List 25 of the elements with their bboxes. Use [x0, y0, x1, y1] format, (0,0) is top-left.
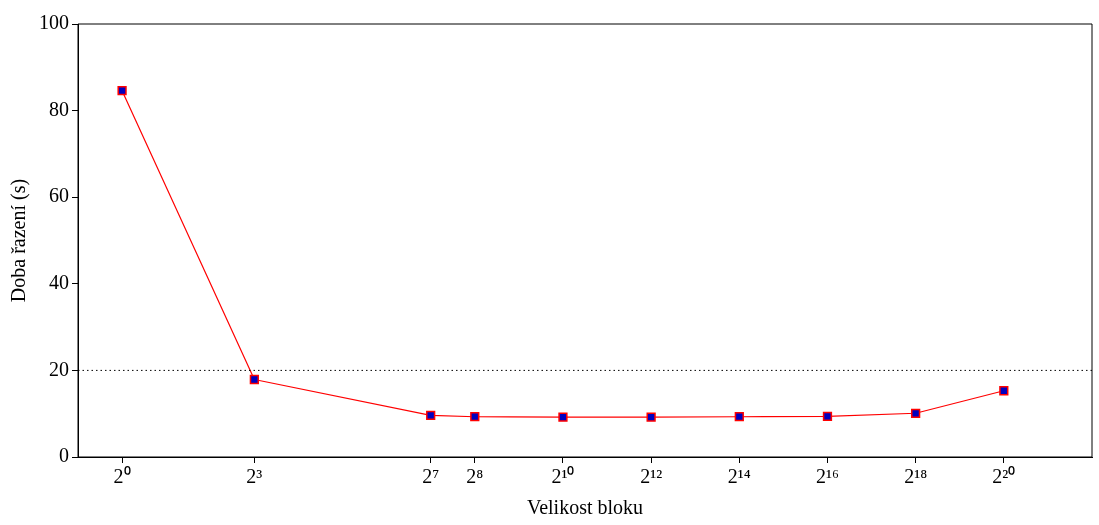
- point: [911, 408, 921, 418]
- x-tick-label: 2⁸: [466, 465, 484, 488]
- y-tick-label: 40: [49, 271, 69, 294]
- y-tick-label: 0: [59, 444, 69, 467]
- x-tick-label: 2¹⁰: [551, 465, 575, 488]
- y-tick-label: 20: [49, 357, 69, 380]
- point: [999, 386, 1009, 396]
- point: [558, 412, 568, 422]
- x-tick-label: 2¹⁸: [904, 465, 928, 488]
- point: [822, 411, 833, 421]
- x-tick-label: 2⁰: [113, 465, 131, 488]
- x-axis-title: Velikost bloku: [526, 496, 644, 519]
- x-tick-label: 2⁷: [422, 465, 440, 488]
- x-tick-label: 2³: [246, 465, 263, 488]
- x-tick-label: 2²⁰: [992, 465, 1016, 488]
- x-tick-label: 2¹⁶: [815, 465, 839, 488]
- y-tick-label: 60: [49, 184, 69, 207]
- x-tick-label: 2¹⁴: [727, 465, 751, 488]
- y-tick-label: 80: [49, 97, 69, 120]
- x-tick-label: 2¹²: [640, 465, 663, 488]
- point: [646, 412, 656, 422]
- point: [470, 412, 480, 422]
- y-axis-title: Doba řazení (s): [7, 178, 31, 303]
- point: [734, 412, 744, 422]
- y-tick-label: 100: [39, 11, 69, 34]
